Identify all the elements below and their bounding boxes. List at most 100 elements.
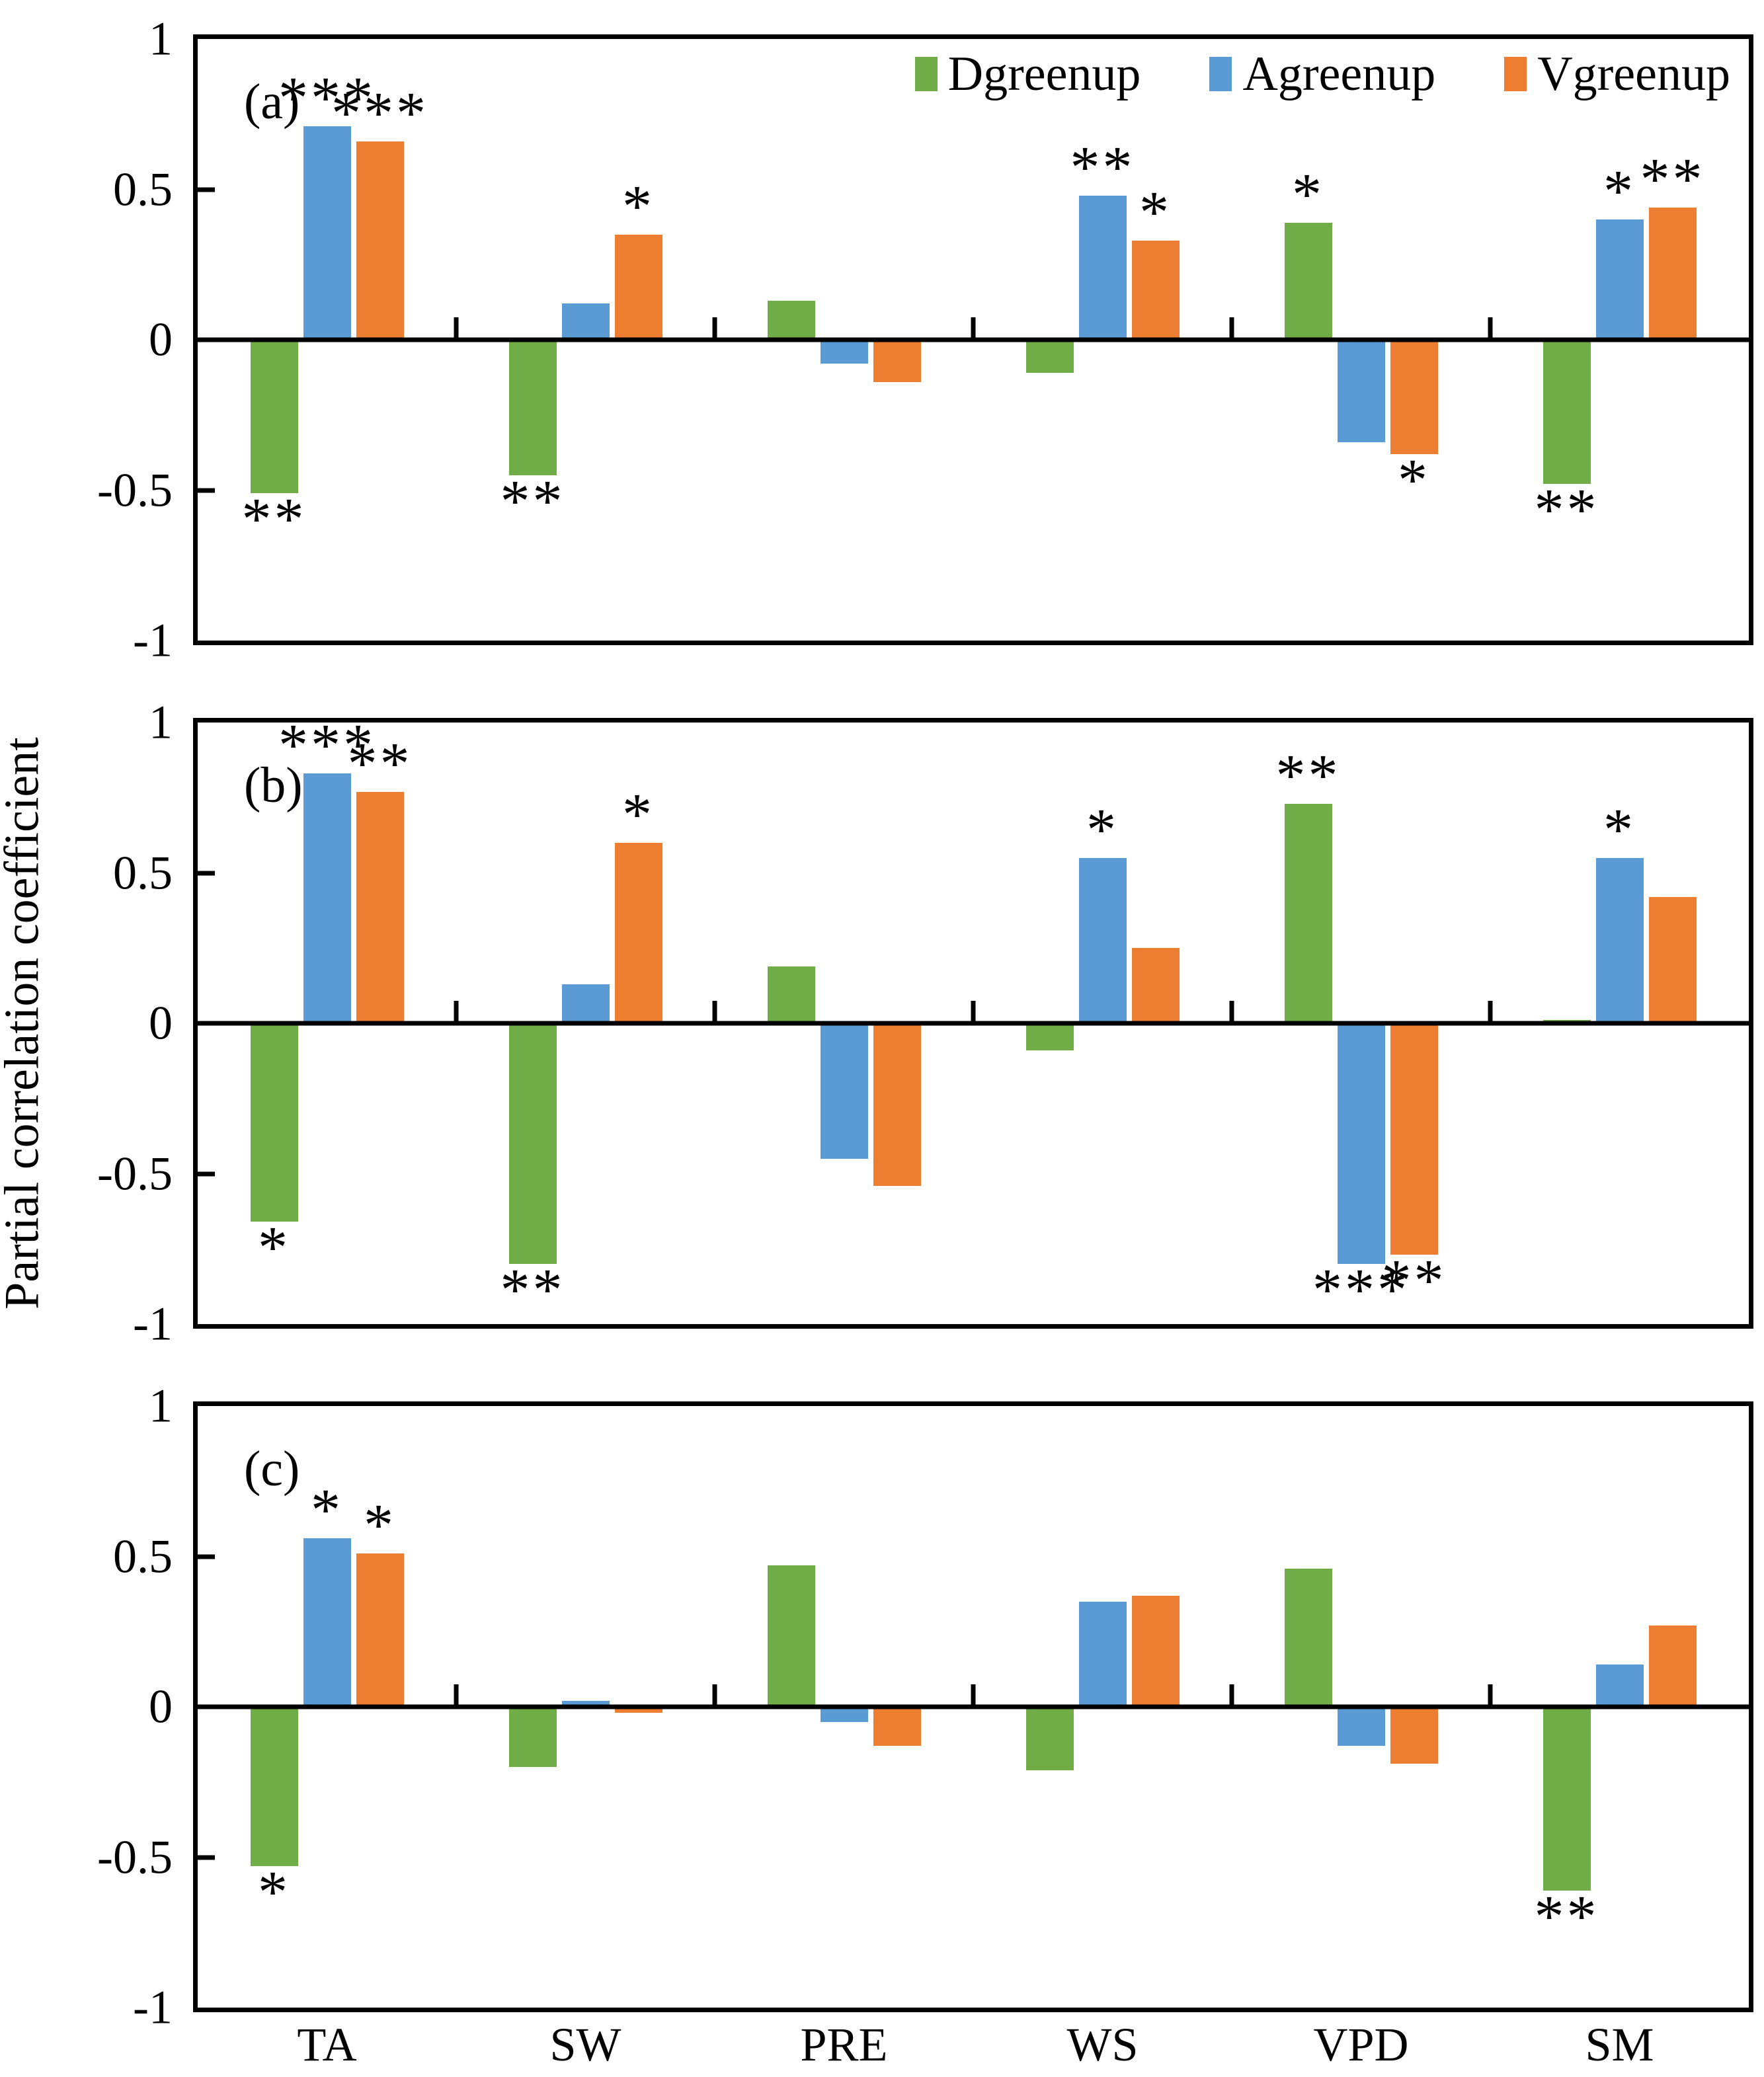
y-tick-label: 1 — [149, 1379, 173, 1432]
bar-b-TA-Dgreenup — [250, 1023, 298, 1222]
y-tick-label: 0.5 — [113, 846, 173, 899]
x-boundary-tick — [1488, 317, 1493, 340]
bar-b-WS-Vgreenup — [1131, 948, 1180, 1023]
x-axis-label: SW — [549, 2018, 621, 2071]
bar-a-SM-Agreenup — [1595, 219, 1644, 340]
legend-item-dgreenup: Dgreenup — [914, 50, 1141, 98]
x-axis-label: TA — [297, 2018, 357, 2071]
bar-b-SM-Agreenup — [1595, 857, 1644, 1023]
significance-marker: *** — [278, 65, 376, 131]
y-tick — [198, 488, 215, 492]
y-tick — [198, 871, 215, 875]
bar-c-VPD-Vgreenup — [1390, 1707, 1438, 1764]
significance-marker: * — [1398, 447, 1430, 513]
significance-marker: * — [258, 1215, 290, 1281]
y-tick — [198, 1855, 215, 1860]
x-boundary-tick — [1229, 1001, 1234, 1023]
bar-b-TA-Agreenup — [303, 773, 351, 1023]
significance-marker: ** — [1381, 1248, 1447, 1314]
bar-c-TA-Vgreenup — [356, 1553, 404, 1707]
bar-a-SM-Vgreenup — [1648, 207, 1697, 340]
panel-b: 1 0.5 0 -0.5 -1 (b) * ** ** *** * *** * ** * ** — [97, 696, 1753, 1351]
bar-a-SW-Vgreenup — [614, 234, 662, 340]
zero-axis-line — [198, 337, 1749, 342]
panel-a: 1 0.5 0 -0.5 -1 (a) Dgreenup Agreenup Vg… — [97, 13, 1753, 667]
significance-marker: * — [364, 1492, 396, 1558]
bar-c-WS-Vgreenup — [1131, 1595, 1180, 1707]
legend-swatch-blue-icon — [1209, 57, 1232, 91]
bar-b-PRE-Dgreenup — [767, 966, 815, 1023]
bar-a-SM-Dgreenup — [1543, 340, 1591, 485]
bar-b-SW-Agreenup — [561, 984, 610, 1023]
x-boundary-tick — [1488, 1684, 1493, 1707]
significance-marker: *** — [278, 713, 376, 779]
bar-c-SW-Dgreenup — [508, 1707, 557, 1767]
significance-marker: ** — [1534, 1883, 1599, 1949]
x-boundary-tick — [712, 1001, 717, 1023]
x-boundary-tick — [971, 1684, 976, 1707]
bar-c-SM-Vgreenup — [1648, 1626, 1697, 1707]
y-tick-label: -1 — [133, 613, 173, 667]
significance-marker: * — [1139, 179, 1172, 245]
significance-marker: ** — [500, 468, 565, 534]
y-tick — [198, 1554, 215, 1559]
significance-marker: * — [622, 173, 655, 239]
bar-b-WS-Agreenup — [1078, 857, 1127, 1023]
y-tick-label: -0.5 — [97, 463, 173, 516]
bar-a-SW-Dgreenup — [508, 340, 557, 475]
bar-a-VPD-Vgreenup — [1390, 340, 1438, 454]
significance-marker: * — [258, 1860, 290, 1926]
significance-marker: ** — [1640, 146, 1705, 212]
significance-marker: * — [1086, 797, 1119, 863]
legend-swatch-green-icon — [914, 57, 938, 91]
y-tick-label: 1 — [149, 695, 173, 749]
y-tick-label: 0 — [149, 996, 173, 1050]
y-tick-label: -1 — [133, 1297, 173, 1351]
x-boundary-tick — [1229, 1684, 1234, 1707]
bar-c-SW-Agreenup — [561, 1700, 610, 1707]
significance-marker: ** — [1275, 742, 1341, 808]
bar-a-VPD-Agreenup — [1337, 340, 1385, 442]
panel-letter: (b) — [244, 758, 303, 813]
panel-c: 1 0.5 0 -0.5 -1 (c) * ** * * — [97, 1380, 1753, 2034]
panel-letter: (c) — [244, 1441, 300, 1497]
y-tick — [198, 1171, 215, 1176]
bar-b-WS-Dgreenup — [1025, 1023, 1074, 1050]
x-axis-label: PRE — [800, 2018, 888, 2071]
bar-b-VPD-Agreenup — [1337, 1023, 1385, 1264]
significance-marker: * — [311, 1477, 343, 1544]
legend-label: Agreenup — [1242, 47, 1436, 101]
bar-b-VPD-Dgreenup — [1284, 803, 1332, 1023]
bar-c-TA-Dgreenup — [250, 1707, 298, 1867]
bar-a-PRE-Vgreenup — [873, 340, 921, 382]
bar-a-TA-Vgreenup — [356, 141, 404, 340]
y-tick-label: 0.5 — [113, 163, 173, 216]
y-tick-label: 0 — [149, 1680, 173, 1733]
bar-c-SM-Dgreenup — [1543, 1707, 1591, 1891]
y-tick-label: -0.5 — [97, 1830, 173, 1883]
bar-a-TA-Dgreenup — [250, 340, 298, 494]
y-tick-label: 0.5 — [113, 1530, 173, 1583]
y-tick-label: 1 — [149, 12, 173, 65]
bar-c-TA-Agreenup — [303, 1538, 351, 1707]
significance-marker: * — [1603, 797, 1636, 863]
bar-a-TA-Agreenup — [303, 126, 351, 340]
bar-c-PRE-Dgreenup — [767, 1565, 815, 1707]
bar-a-WS-Agreenup — [1078, 195, 1127, 340]
x-axis-labels: TA SW PRE WS VPD SM — [198, 2018, 1749, 2077]
bar-a-WS-Dgreenup — [1025, 340, 1074, 373]
bar-b-SM-Vgreenup — [1648, 896, 1697, 1023]
y-axis-title: Partial correlation coefficient — [0, 737, 50, 1310]
y-tick — [198, 187, 215, 192]
bar-c-PRE-Vgreenup — [873, 1707, 921, 1746]
x-axis-label: WS — [1066, 2018, 1139, 2071]
x-boundary-tick — [454, 317, 459, 340]
x-axis-label: SM — [1585, 2018, 1654, 2071]
plot-area-a: ** ** * ** *** ** * *** * * * ** — [198, 39, 1749, 641]
bar-b-VPD-Vgreenup — [1390, 1023, 1438, 1255]
significance-marker: *** — [331, 80, 428, 146]
bar-b-TA-Vgreenup — [356, 791, 404, 1023]
bar-c-SW-Vgreenup — [614, 1707, 662, 1713]
plot-area-b: * ** ** *** * *** * ** * ** — [198, 713, 1749, 1324]
